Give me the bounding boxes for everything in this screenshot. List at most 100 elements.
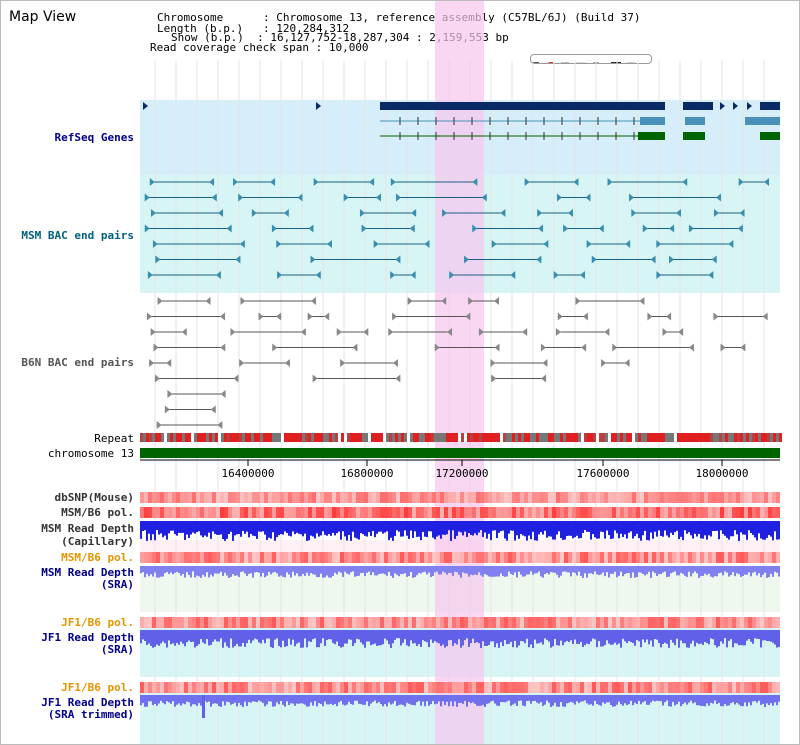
polymorphism-segment xyxy=(420,507,424,518)
bac-end-marker xyxy=(579,271,585,279)
polymorphism-segment xyxy=(440,682,444,693)
read-depth-bar xyxy=(730,521,732,537)
read-depth-bar xyxy=(658,695,660,701)
read-depth-bar xyxy=(696,566,698,574)
track-label-jf1-b6-pol-2[interactable]: JF1/B6 pol. xyxy=(61,681,134,694)
read-depth-bar xyxy=(734,521,736,531)
read-depth-bar xyxy=(608,695,610,703)
polymorphism-segment xyxy=(396,492,400,503)
track-label-repeat[interactable]: Repeat xyxy=(94,432,134,445)
polymorphism-segment xyxy=(748,617,752,628)
polymorphism-segment xyxy=(768,682,772,693)
track-label-msm-depth-sra[interactable]: MSM Read Depth xyxy=(41,566,134,579)
polymorphism-segment xyxy=(184,682,188,693)
bac-end-marker xyxy=(240,297,246,305)
track-label-msm-depth-cap[interactable]: MSM Read Depth xyxy=(41,522,134,535)
read-depth-bar xyxy=(708,630,710,645)
repeat-segment xyxy=(392,433,395,442)
track-label-msm-b6-pol-2[interactable]: MSM/B6 pol. xyxy=(61,551,134,564)
read-depth-bar xyxy=(148,695,150,702)
read-depth-bar xyxy=(156,566,158,578)
read-depth-bar xyxy=(334,521,336,536)
read-depth-bar xyxy=(240,521,242,537)
read-depth-bar xyxy=(518,521,520,539)
polymorphism-segment xyxy=(632,492,636,503)
read-depth-bar xyxy=(750,630,752,642)
bac-end-marker xyxy=(276,312,282,321)
track-label-jf1-b6-pol[interactable]: JF1/B6 pol. xyxy=(61,616,134,629)
read-depth-bar xyxy=(556,630,558,646)
read-depth-bar xyxy=(566,521,568,537)
read-depth-bar xyxy=(726,521,728,538)
repeat-segment xyxy=(602,433,605,442)
polymorphism-segment xyxy=(336,507,340,518)
read-depth-bar xyxy=(286,566,288,573)
track-label-msm-bac[interactable]: MSM BAC end pairs xyxy=(21,229,134,242)
track-label-chromosome[interactable]: chromosome 13 xyxy=(47,447,134,460)
polymorphism-segment xyxy=(428,507,432,518)
read-depth-bar xyxy=(284,521,286,532)
polymorphism-segment xyxy=(216,682,220,693)
track-label-dbsnp[interactable]: dbSNP(Mouse) xyxy=(54,491,134,504)
repeat-segment xyxy=(701,433,704,442)
track-label-jf1-depth[interactable]: JF1 Read Depth xyxy=(41,631,134,644)
polymorphism-segment xyxy=(436,682,440,693)
polymorphism-segment xyxy=(768,492,772,503)
read-depth-bar xyxy=(322,630,324,639)
polymorphism-segment xyxy=(168,617,172,628)
read-depth-bar xyxy=(624,695,626,704)
read-depth-bar xyxy=(344,695,346,706)
polymorphism-segment xyxy=(400,682,404,693)
read-depth-bar xyxy=(276,566,278,574)
polymorphism-segment xyxy=(536,617,540,628)
read-depth-bar xyxy=(348,630,350,640)
read-depth-bar xyxy=(762,695,764,704)
polymorphism-segment xyxy=(168,492,172,503)
read-depth-bar xyxy=(372,630,374,645)
read-depth-bar xyxy=(516,521,518,536)
read-depth-bar xyxy=(352,630,354,647)
read-depth-bar xyxy=(334,630,336,645)
read-depth-bar xyxy=(270,630,272,648)
polymorphism-segment xyxy=(556,552,560,563)
read-depth-bar xyxy=(568,566,570,573)
bac-end-marker xyxy=(581,343,587,352)
read-depth-bar xyxy=(540,630,542,643)
read-depth-bar xyxy=(468,695,470,702)
read-depth-bar xyxy=(630,695,632,701)
polymorphism-segment xyxy=(724,617,728,628)
polymorphism-segment xyxy=(608,617,612,628)
track-label-refseq[interactable]: RefSeq Genes xyxy=(54,131,134,144)
read-depth-bar xyxy=(188,521,190,538)
polymorphism-segment xyxy=(632,507,636,518)
bac-end-marker xyxy=(181,328,187,336)
read-depth-bar xyxy=(578,566,580,572)
polymorphism-segment xyxy=(760,492,764,503)
track-label-b6n-bac[interactable]: B6N BAC end pairs xyxy=(21,356,134,369)
bac-end-marker xyxy=(310,255,316,264)
track-label-jf1-trim[interactable]: JF1 Read Depth xyxy=(41,696,134,709)
bac-end-marker xyxy=(625,240,631,248)
repeat-segment xyxy=(329,433,332,442)
polymorphism-segment xyxy=(548,682,552,693)
polymorphism-segment xyxy=(468,682,472,693)
repeat-segment xyxy=(413,433,416,442)
read-depth-bar xyxy=(172,695,174,702)
repeat-segment xyxy=(425,433,428,442)
polymorphism-segment xyxy=(360,507,364,518)
polymorphism-segment xyxy=(624,552,628,563)
repeat-segment xyxy=(710,433,713,442)
read-depth-bar xyxy=(746,566,748,575)
track-label-msm-b6-pol[interactable]: MSM/B6 pol. xyxy=(61,506,134,519)
read-depth-bar xyxy=(476,695,478,706)
repeat-segment xyxy=(221,433,224,442)
polymorphism-segment xyxy=(764,552,768,563)
read-depth-bar xyxy=(410,695,412,705)
read-depth-bar xyxy=(664,521,666,531)
read-depth-bar xyxy=(636,566,638,577)
bac-end-marker xyxy=(300,328,306,336)
read-depth-bar xyxy=(226,695,228,702)
read-depth-bar xyxy=(694,521,696,534)
read-depth-bar xyxy=(402,695,404,705)
